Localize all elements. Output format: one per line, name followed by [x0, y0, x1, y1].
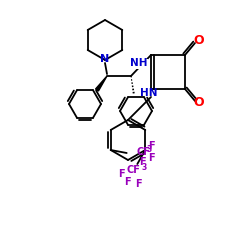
Text: F: F	[135, 179, 142, 189]
Text: CF: CF	[137, 147, 150, 157]
Text: F: F	[124, 177, 131, 187]
Text: O: O	[194, 96, 204, 110]
Text: 3: 3	[141, 163, 146, 172]
Text: N: N	[100, 54, 110, 64]
Text: O: O	[194, 34, 204, 48]
Text: F: F	[139, 157, 146, 167]
Text: CF: CF	[126, 165, 140, 175]
Text: F: F	[118, 169, 125, 179]
Polygon shape	[96, 76, 107, 91]
Text: HN: HN	[140, 88, 158, 98]
Text: F: F	[148, 141, 155, 151]
Text: F: F	[148, 153, 155, 163]
Text: 3: 3	[147, 145, 152, 154]
Text: NH: NH	[130, 58, 148, 68]
